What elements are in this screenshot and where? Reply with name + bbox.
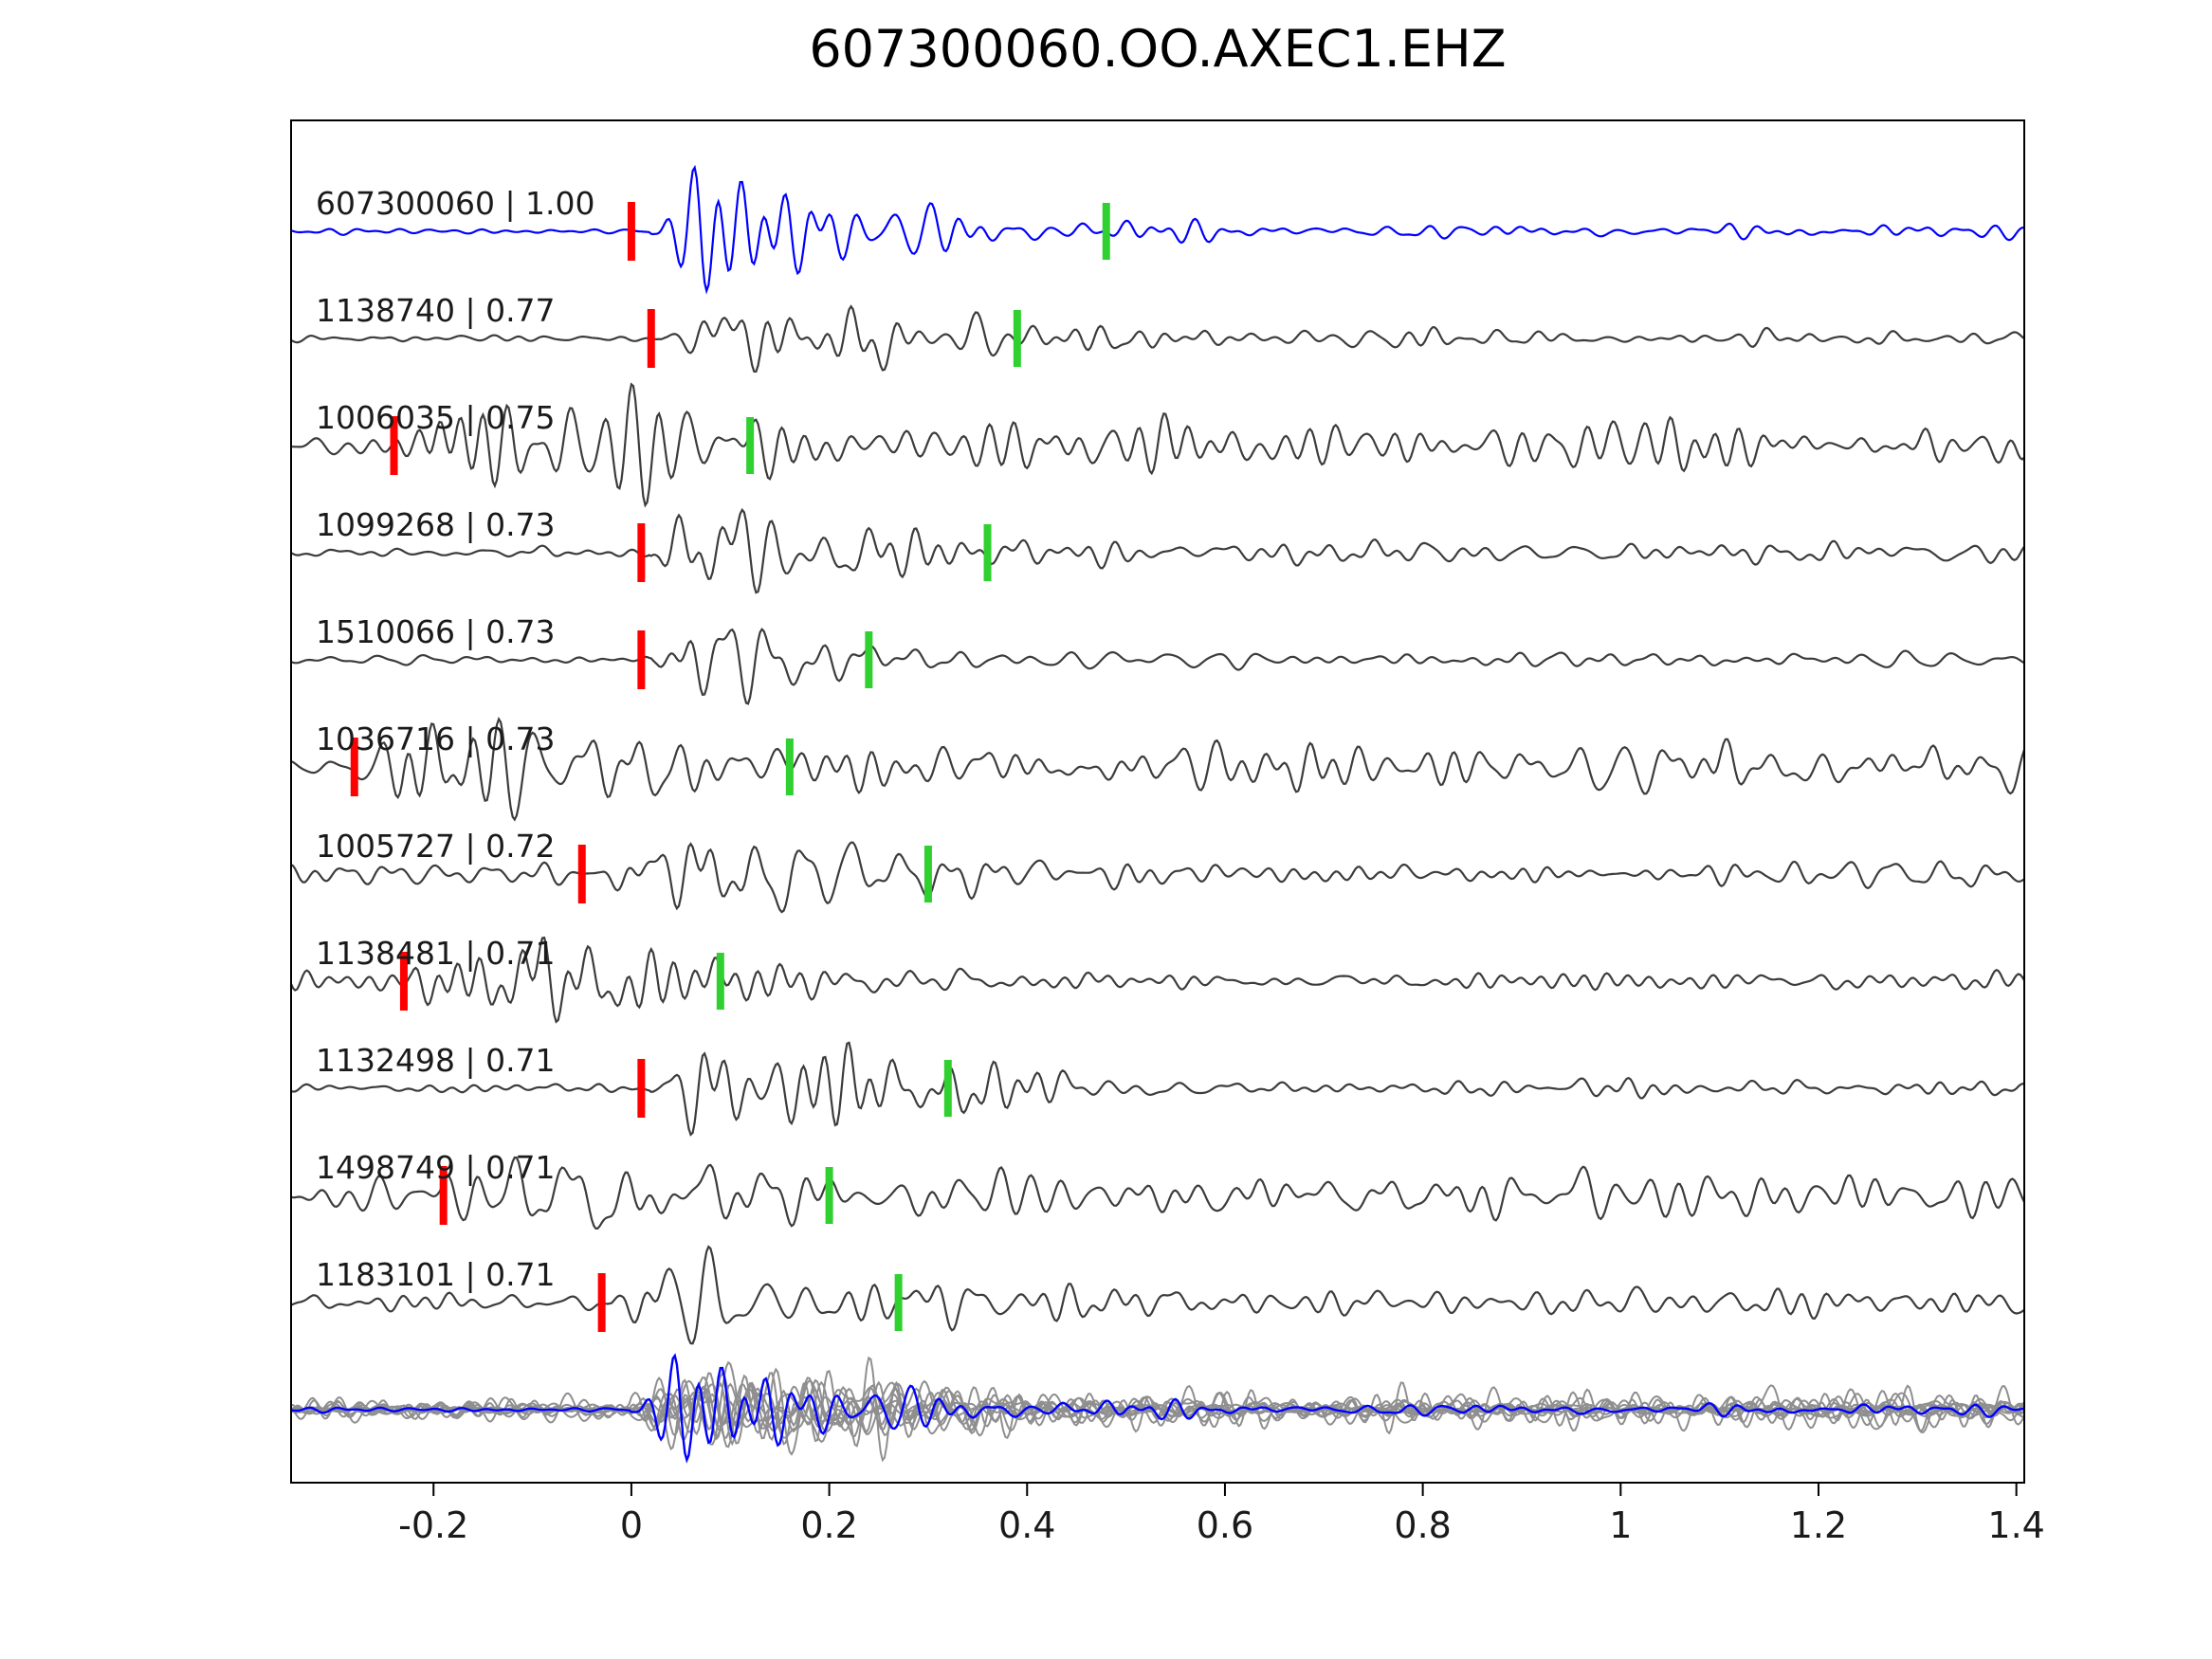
waveforms-group xyxy=(291,164,2024,1464)
s-pick-mark xyxy=(746,417,755,474)
p-pick-mark xyxy=(350,738,358,796)
trace-waveform xyxy=(291,304,2024,374)
s-pick-mark xyxy=(923,846,932,902)
x-tick-label: 1.4 xyxy=(1987,1504,2044,1546)
x-tick-label: 0.4 xyxy=(998,1504,1055,1546)
s-pick-mark xyxy=(983,524,992,581)
trace-label: 1099268 | 0.73 xyxy=(316,506,556,543)
x-tick-label: 1 xyxy=(1609,1504,1632,1546)
template-waveform xyxy=(291,164,2024,295)
trace-waveform xyxy=(291,382,2024,508)
trace-waveform xyxy=(291,936,2024,1024)
trace-label: 1005727 | 0.72 xyxy=(316,828,556,865)
p-pick-mark xyxy=(390,416,398,475)
p-pick-mark xyxy=(597,1273,606,1332)
trace-label: 1138481 | 0.71 xyxy=(316,935,556,972)
x-tick-label: 0.6 xyxy=(1197,1504,1253,1546)
s-pick-mark xyxy=(1013,310,1021,367)
p-pick-mark xyxy=(439,1166,448,1225)
s-pick-mark xyxy=(785,738,794,795)
p-pick-mark xyxy=(627,202,635,261)
trace-label: 1183101 | 0.71 xyxy=(316,1256,556,1293)
overlay-trace xyxy=(291,1376,2024,1439)
s-pick-mark xyxy=(894,1274,903,1331)
s-pick-mark xyxy=(716,953,724,1010)
trace-labels-group: 607300060 | 1.00 1138740 | 0.77 1006035 | … xyxy=(316,185,595,1293)
trace-label: 1138740 | 0.77 xyxy=(316,292,556,329)
s-pick-mark xyxy=(865,631,873,688)
trace-waveform xyxy=(291,1041,2024,1137)
s-pick-mark xyxy=(943,1060,952,1117)
overlay-template-waveform xyxy=(291,1353,2024,1464)
p-pick-mark xyxy=(399,952,408,1011)
x-tick-label: 0 xyxy=(620,1504,643,1546)
x-tick-label: -0.2 xyxy=(398,1504,468,1546)
p-pick-mark xyxy=(637,523,646,582)
x-axis: -0.2 0 0.2 0.4 0.6 0.8 1 1.2 1.4 xyxy=(398,1483,2045,1546)
trace-label: 1498749 | 0.71 xyxy=(316,1149,556,1186)
trace-label: 1132498 | 0.71 xyxy=(316,1042,556,1079)
p-pick-mark xyxy=(647,309,655,368)
chart-title: 607300060.OO.AXEC1.EHZ xyxy=(809,19,1507,79)
x-tick-label: 0.2 xyxy=(800,1504,857,1546)
s-pick-mark xyxy=(1102,203,1110,260)
x-tick-label: 0.8 xyxy=(1394,1504,1451,1546)
trace-label: 1006035 | 0.75 xyxy=(316,399,556,436)
s-pick-mark xyxy=(825,1167,833,1224)
x-tick-label: 1.2 xyxy=(1790,1504,1847,1546)
trace-label: 1510066 | 0.73 xyxy=(316,613,556,650)
trace-waveform xyxy=(291,717,2024,822)
trace-waveform xyxy=(291,1245,2024,1345)
p-pick-mark xyxy=(577,845,586,903)
trace-waveform xyxy=(291,628,2024,705)
p-pick-mark xyxy=(637,1059,646,1118)
plot-border xyxy=(290,119,2025,1484)
trace-waveform xyxy=(291,1156,2024,1231)
pick-marks-group xyxy=(350,202,1110,1332)
trace-label: 1036716 | 0.73 xyxy=(316,720,556,757)
p-pick-mark xyxy=(637,630,646,689)
trace-label: 607300060 | 1.00 xyxy=(316,185,595,222)
trace-waveform xyxy=(291,507,2024,594)
